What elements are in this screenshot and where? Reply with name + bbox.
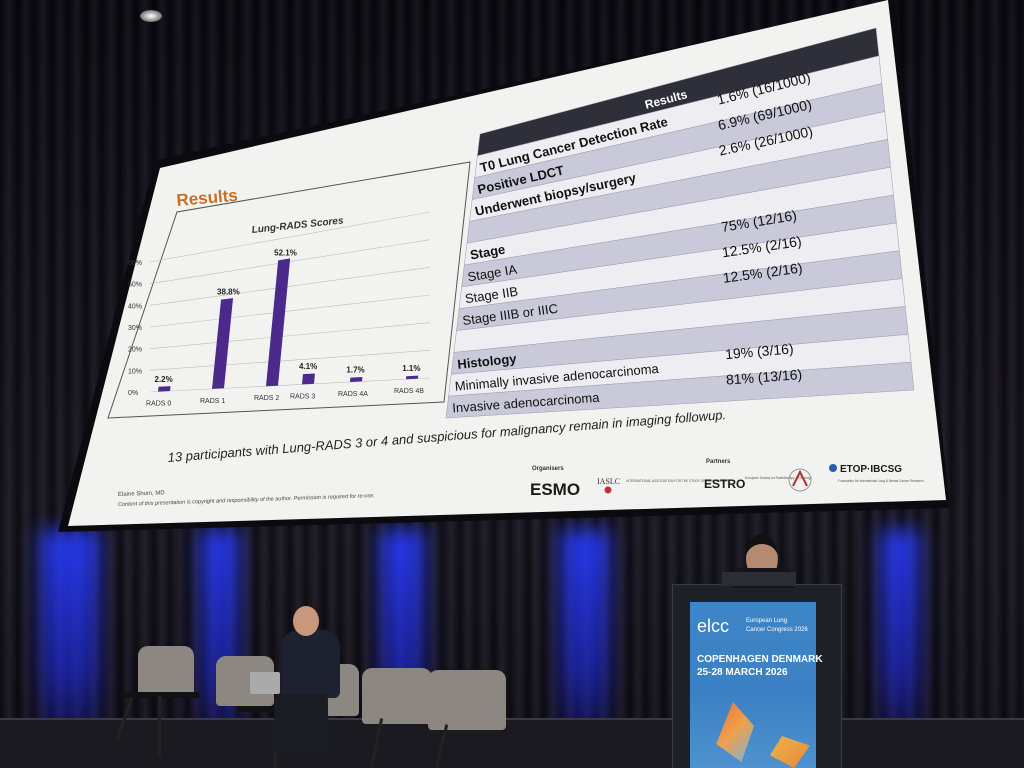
esmo-logo: ESMO	[530, 480, 580, 499]
bar-value-label: 1.7%	[346, 366, 364, 375]
partners-label: Partners	[706, 459, 731, 465]
chart-frame	[107, 161, 471, 419]
x-category-label: RADS 4B	[394, 388, 424, 395]
chart-gridline	[149, 322, 431, 349]
x-category-label: RADS 2	[254, 395, 279, 402]
bar-value-label: 4.1%	[299, 362, 317, 371]
side-table	[120, 692, 200, 698]
slide-author: Elaine Shum, MD	[118, 490, 166, 498]
y-tick-label: 30%	[128, 325, 142, 332]
y-tick-label: 20%	[128, 347, 142, 354]
etop-logo: ETOP·IBCSG	[840, 464, 902, 475]
bar-chart: 0% 10% 20% 30% 40% 50% 60% 2.2% RADS 0 38.8% RADS …	[128, 211, 431, 408]
bar-value-label: 38.8%	[217, 288, 240, 297]
x-category-label: RADS 4A	[338, 391, 368, 398]
chart-bar	[350, 376, 363, 382]
iaslc-logo-subtitle: INTERNATIONAL ASSOCIATION FOR THE STUDY …	[626, 479, 730, 483]
stage-light	[40, 530, 100, 740]
x-category-label: RADS 0	[146, 401, 171, 408]
panelist-head	[293, 606, 319, 636]
y-tick-label: 10%	[128, 368, 142, 375]
podium-brand: elcc	[697, 616, 730, 636]
stage-floor	[0, 720, 1024, 768]
y-tick-label: 60%	[128, 260, 142, 267]
podium-dates: 25-28 MARCH 2026	[697, 667, 788, 678]
y-tick-label: 50%	[128, 282, 142, 289]
etop-globe-icon	[829, 464, 837, 472]
lounge-chair	[428, 670, 506, 730]
etop-logo-subtitle: Foundation for International Lung & Brea…	[838, 479, 924, 483]
organisers-label: Organisers	[532, 466, 564, 472]
iaslc-logo: IASLC	[597, 477, 620, 486]
chart-gridline	[149, 377, 431, 393]
bar-value-label: 52.1%	[274, 248, 297, 257]
chart-gridline	[149, 211, 431, 263]
table-row-value: 81% (13/16)	[725, 366, 802, 388]
stage-light	[560, 530, 610, 740]
chart-gridline	[149, 267, 431, 306]
table-row-value: 19% (3/16)	[724, 340, 794, 362]
estro-logo-subtitle: European Society for Radiotherapy & Onco…	[745, 476, 812, 480]
x-category-label: RADS 1	[200, 398, 225, 405]
table-row-label: Stage	[469, 242, 506, 263]
podium-city: COPENHAGEN DENMARK	[697, 654, 823, 665]
estro-logo: ESTRO	[704, 477, 745, 491]
chart-gridline	[149, 294, 431, 328]
chart-bar	[406, 375, 419, 380]
table-leg	[158, 696, 161, 756]
slide-section-title: Results	[176, 186, 239, 210]
podium-panel	[690, 602, 816, 768]
bar-value-label: 1.1%	[402, 364, 420, 373]
partner-emblem-icon	[788, 468, 812, 492]
bar-value-label: 2.2%	[155, 375, 173, 384]
seated-panelist	[282, 630, 340, 698]
chart-title: Lung-RADS Scores	[251, 215, 344, 236]
y-tick-label: 0%	[128, 390, 138, 397]
lounge-chair	[362, 668, 432, 724]
y-tick-label: 40%	[128, 303, 142, 310]
stage-light	[880, 530, 920, 740]
chart-bar	[158, 386, 171, 392]
panelist-legs	[274, 694, 328, 754]
podium-monitor	[722, 572, 796, 586]
iaslc-emblem-icon	[604, 486, 612, 494]
podium-event-line2: Cancer Congress 2026	[746, 627, 808, 633]
chart-bar	[266, 258, 291, 387]
laptop	[250, 672, 280, 694]
podium-event-line1: European Lung	[746, 618, 788, 624]
lounge-chair	[138, 646, 194, 696]
table-row-label: Histology	[457, 351, 518, 372]
x-category-label: RADS 3	[290, 393, 315, 400]
table-row	[445, 361, 915, 419]
chart-bar	[212, 298, 234, 389]
chart-gridline	[149, 350, 431, 371]
ceiling-light	[140, 10, 162, 22]
chart-bar	[302, 373, 315, 385]
chart-gridline	[149, 239, 431, 284]
